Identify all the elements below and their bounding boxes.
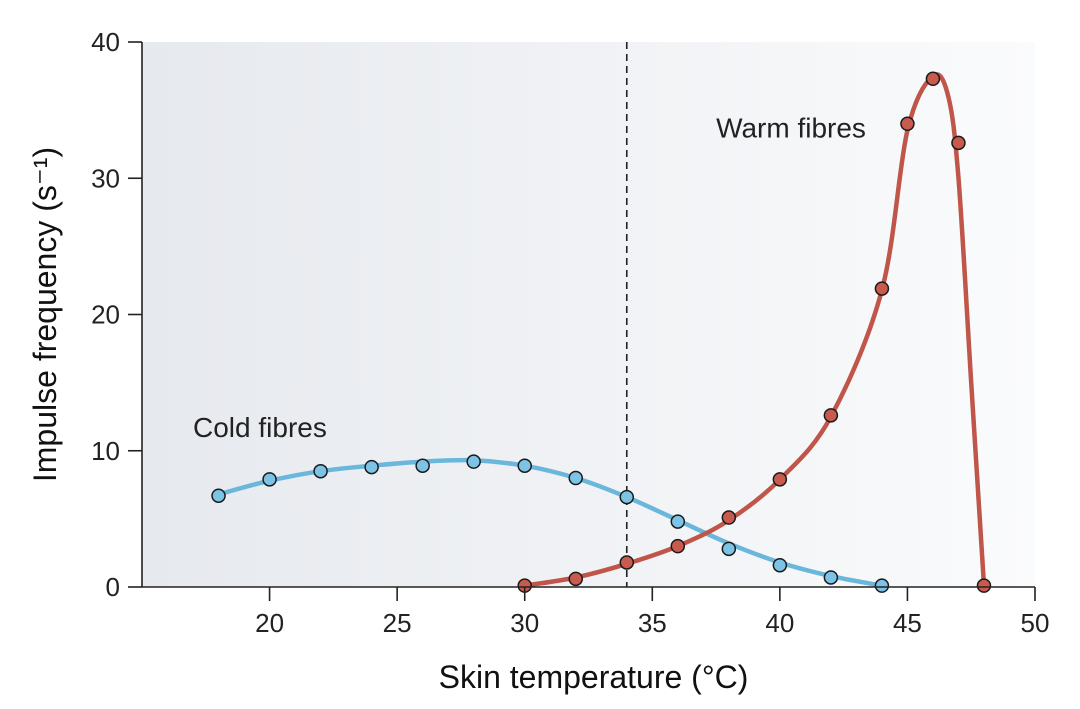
cold-fibres-point (415, 458, 430, 473)
x-tick-label: 25 (383, 608, 412, 638)
x-tick-label: 20 (255, 608, 284, 638)
x-axis-title: Skin temperature (°C) (439, 659, 749, 695)
y-tick-label: 0 (106, 572, 120, 602)
plot-background (142, 42, 1035, 587)
warm-fibres-point (568, 571, 583, 587)
warm-fibres-point (874, 281, 890, 296)
cold-fibres-point (466, 454, 481, 469)
x-tick-label: 50 (1021, 608, 1050, 638)
warm-fibres-point (670, 538, 686, 554)
cold-fibres-point (619, 489, 635, 505)
cold-fibres-point (568, 470, 583, 486)
warm-fibres-point (951, 135, 966, 151)
y-tick-label: 30 (91, 163, 120, 193)
cold-fibres-point (364, 459, 379, 475)
warm-fibres-point (900, 116, 915, 131)
cold-fibres-label: Cold fibres (193, 412, 327, 443)
cold-fibres-point (874, 578, 890, 593)
warm-fibres-point (823, 408, 839, 423)
cold-fibres-point (262, 472, 277, 487)
warm-fibres-point (772, 472, 788, 487)
x-tick-label: 30 (510, 608, 539, 638)
cold-fibres-point (517, 458, 532, 473)
y-tick-label: 10 (91, 436, 120, 466)
cold-fibres-point (721, 541, 737, 557)
y-tick-label: 40 (91, 27, 120, 57)
x-tick-label: 35 (638, 608, 667, 638)
cold-fibres-point (313, 463, 328, 479)
cold-fibres-point (772, 557, 788, 573)
x-tick-label: 40 (765, 608, 794, 638)
x-tick-label: 45 (893, 608, 922, 638)
y-tick-label: 20 (91, 300, 120, 330)
y-axis-title: Impulse frequency (s⁻¹) (27, 147, 63, 482)
cold-fibres-point (211, 488, 226, 503)
warm-fibres-curve (522, 72, 987, 588)
warm-fibres-point (925, 71, 941, 87)
cold-fibres-point (670, 514, 686, 529)
warm-fibres-point (619, 555, 635, 570)
warm-fibres-point (976, 578, 992, 593)
cold-fibres-point (823, 570, 839, 585)
warm-fibres-label: Warm fibres (716, 112, 866, 143)
warm-fibres-point (721, 510, 737, 525)
